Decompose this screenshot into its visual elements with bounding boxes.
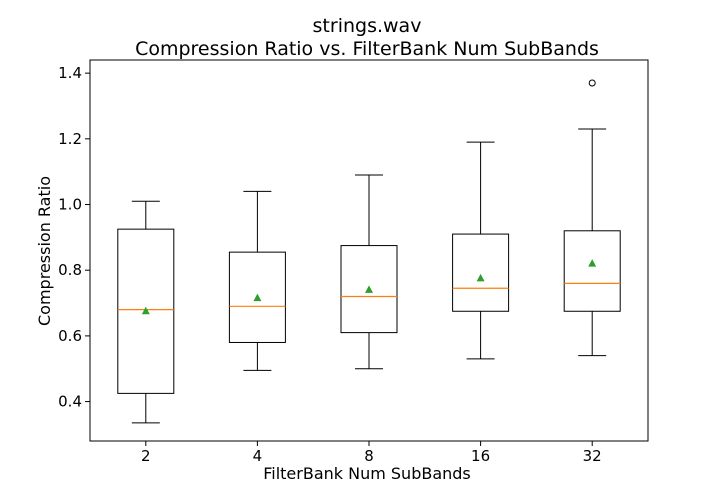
y-axis-label: Compression Ratio — [35, 176, 54, 326]
x-tick-label: 4 — [253, 447, 263, 465]
iqr-box — [117, 228, 175, 394]
mean-marker — [141, 306, 150, 315]
x-tick-label: 32 — [583, 447, 602, 465]
y-axis: 0.4 0.6 0.8 1.0 1.2 1.4 — [58, 64, 90, 411]
iqr-box — [228, 251, 286, 343]
mean-marker — [253, 293, 262, 302]
y-tick-label: 1.4 — [58, 64, 82, 82]
x-tick-label: 16 — [471, 447, 490, 465]
mean-marker — [365, 285, 373, 293]
box-2 — [117, 200, 175, 424]
x-tick-label: 2 — [141, 447, 151, 465]
y-tick-label: 0.4 — [58, 393, 82, 411]
mean-marker — [588, 259, 597, 267]
mean-marker — [476, 273, 485, 282]
iqr-box — [452, 233, 510, 312]
box-4 — [228, 190, 286, 371]
iqr-box — [563, 230, 621, 312]
y-tick-label: 0.8 — [58, 261, 82, 279]
x-tick-label: 8 — [364, 447, 374, 465]
box-16 — [452, 141, 510, 360]
chart-title-line2: Compression Ratio vs. FilterBank Num Sub… — [135, 38, 599, 60]
plot-area — [117, 79, 621, 424]
chart-title-line1: strings.wav — [313, 15, 422, 37]
y-tick-label: 1.2 — [58, 130, 82, 148]
iqr-box — [340, 245, 398, 334]
outlier-point — [588, 79, 596, 87]
y-tick-label: 1.0 — [58, 196, 82, 214]
x-axis-label: FilterBank Num SubBands — [263, 464, 471, 483]
y-tick-label: 0.6 — [58, 327, 82, 345]
x-axis: 2 4 8 16 32 — [141, 441, 602, 465]
box-32 — [563, 79, 621, 357]
box-8 — [340, 174, 398, 370]
